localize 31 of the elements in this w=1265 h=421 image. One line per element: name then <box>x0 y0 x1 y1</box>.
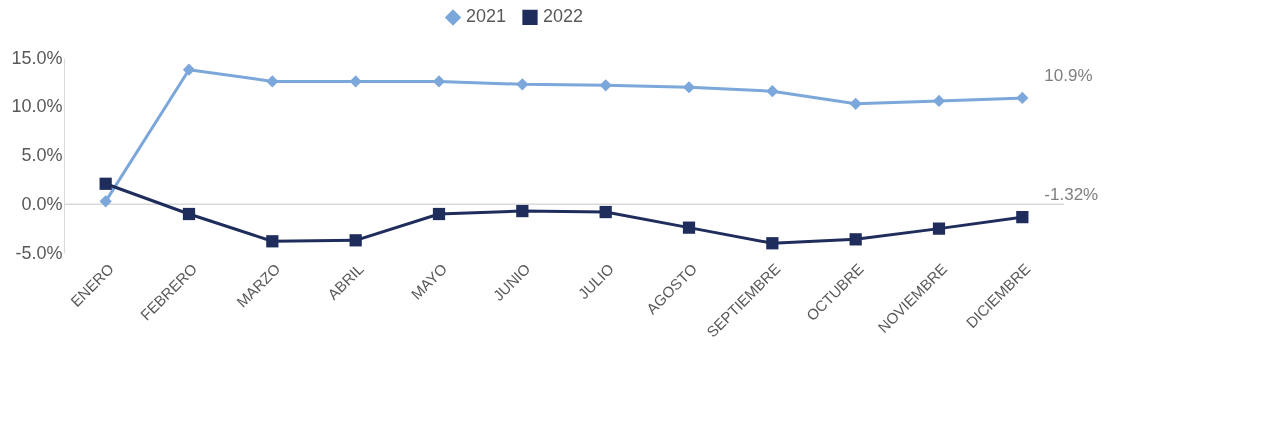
y-tick-label: 5.0% <box>21 145 63 165</box>
y-tick-label: -5.0% <box>15 242 63 263</box>
point <box>599 205 612 219</box>
point <box>766 237 779 250</box>
point <box>182 207 196 221</box>
point <box>1016 211 1029 224</box>
y-tick-label: 15.0% <box>11 47 63 68</box>
point <box>849 97 862 110</box>
point <box>1016 91 1029 105</box>
point <box>349 234 362 247</box>
point <box>516 204 529 218</box>
point <box>516 78 529 91</box>
point <box>266 235 279 248</box>
legend-label: 2021 <box>466 6 507 27</box>
point <box>182 63 196 76</box>
point <box>99 195 112 208</box>
point <box>432 75 446 88</box>
y-tick-label: 10.0% <box>11 96 63 117</box>
data-label: 10.9% <box>1044 65 1093 85</box>
point <box>932 222 946 235</box>
y-tick-label: 0.0% <box>21 193 63 214</box>
point <box>932 94 946 108</box>
data-label: -1.32% <box>1044 185 1099 205</box>
point <box>682 221 696 234</box>
point <box>432 207 446 221</box>
point <box>599 79 612 92</box>
point <box>682 81 696 94</box>
point <box>766 85 779 98</box>
point <box>849 233 862 246</box>
point <box>99 177 112 190</box>
legend-label: 2022 <box>543 6 584 27</box>
